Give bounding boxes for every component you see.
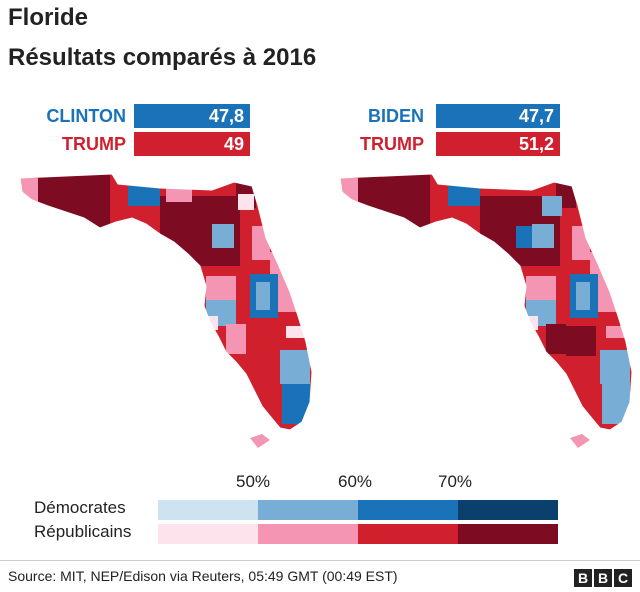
left-dem-value: 47,8 [134, 104, 250, 128]
legend-tick-70: 70% [438, 472, 473, 491]
legend-dem-label: Démocrates [34, 498, 126, 517]
right-dem-value: 47,7 [436, 104, 560, 128]
legend-tick-60: 60% [338, 472, 373, 491]
legend-rep-swatch-4 [458, 524, 558, 544]
legend-rep-swatch-3 [358, 524, 458, 544]
florida-keys-2020 [570, 434, 590, 448]
footer-divider [0, 560, 640, 561]
legend-rep-swatch-1 [158, 524, 258, 544]
left-rep-value: 49 [134, 132, 250, 156]
bbc-logo: B B C [574, 569, 632, 587]
legend-dem-swatch-2 [258, 500, 358, 520]
legend-tick-50: 50% [236, 472, 271, 491]
bbc-logo-letter-c: C [614, 569, 632, 587]
legend-dem-scale [158, 500, 558, 520]
bbc-logo-letter-b1: B [574, 569, 592, 587]
right-rep-name: TRUMP [360, 134, 424, 154]
bbc-logo-letter-b2: B [594, 569, 612, 587]
left-rep-name: TRUMP [62, 134, 126, 154]
legend-rep-scale [158, 524, 558, 544]
florida-map-2016 [19, 173, 313, 448]
right-rep-value: 51,2 [436, 132, 560, 156]
legend-dem-swatch-1 [158, 500, 258, 520]
legend-rep-label: Républicains [34, 522, 132, 541]
chart-subtitle: Résultats comparés à 2016 [8, 44, 317, 71]
chart-title: Floride [8, 4, 89, 31]
legend-dem-swatch-4 [458, 500, 558, 520]
legend-rep-swatch-2 [258, 524, 358, 544]
right-dem-name: BIDEN [367, 106, 424, 126]
florida-keys-2016 [250, 434, 270, 448]
florida-map-2020 [339, 173, 633, 448]
left-dem-name: CLINTON [46, 106, 126, 126]
source-note: Source: MIT, NEP/Edison via Reuters, 05:… [8, 568, 398, 584]
legend-dem-swatch-3 [358, 500, 458, 520]
